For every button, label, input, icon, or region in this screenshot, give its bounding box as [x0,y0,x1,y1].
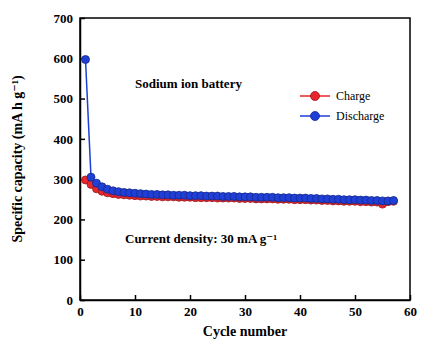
tick: 20 [184,295,197,319]
legend-item: Discharge [300,109,384,123]
tick-mark [80,300,85,302]
tick-mark [300,295,302,300]
plot-area [82,55,398,208]
tick-mark [190,295,192,300]
tick-label: 500 [54,91,74,106]
tick-mark [135,295,137,300]
tick-label: 0 [77,304,84,319]
tick: 0 [67,293,86,308]
legend-label: Charge [336,89,370,103]
tick-label: 200 [54,212,74,227]
tick-label: 40 [294,304,307,319]
marker [390,196,398,204]
x-axis: 0 10 20 30 40 50 60 [77,295,417,319]
tick-mark [355,295,357,300]
tick: 300 [54,172,86,187]
tick-mark [80,98,85,100]
legend-marker [311,112,320,121]
axis-line [80,19,82,301]
legend-marker [311,92,320,101]
marker [82,55,90,63]
annotation: Current density: 30 mA g⁻¹ [125,231,277,246]
tick-label: 20 [184,304,197,319]
tick-label: 700 [54,11,74,26]
y-axis-title: Specific capacity (mA h g⁻¹) [10,75,26,242]
tick: 700 [54,11,86,26]
x-axis-title: Cycle number [203,324,287,339]
tick-label: 400 [54,132,74,147]
tick: 100 [54,252,86,267]
plot-frame [80,18,410,300]
legend-label: Discharge [336,109,384,123]
tick-label: 60 [404,304,417,319]
tick-mark [80,219,85,221]
legend: Charge Discharge [300,89,384,123]
background [0,0,426,342]
series-line [86,59,394,200]
legend-item: Charge [300,89,370,103]
tick: 30 [239,295,252,319]
tick-mark [410,295,412,300]
tick: 600 [54,51,86,66]
y-axis: 0 100 200 300 400 500 600 700 [54,11,86,308]
tick: 500 [54,91,86,106]
series-line [86,180,394,204]
tick-label: 30 [239,304,252,319]
tick: 10 [129,295,142,319]
tick: 50 [349,295,362,319]
tick: 400 [54,132,86,147]
tick-mark [80,139,85,141]
chart: 01020304050600100200300400500600700Cycle… [0,0,426,342]
tick: 200 [54,212,86,227]
tick-mark [80,259,85,261]
tick-label: 600 [54,51,74,66]
tick-mark [245,295,247,300]
tick-label: 10 [129,304,142,319]
tick-label: 100 [54,252,74,267]
annotation: Sodium ion battery [135,76,242,91]
tick-label: 50 [349,304,362,319]
tick-label: 0 [67,293,74,308]
tick-mark [80,18,85,20]
tick-label: 300 [54,172,74,187]
tick: 40 [294,295,307,319]
tick: 60 [404,295,417,319]
